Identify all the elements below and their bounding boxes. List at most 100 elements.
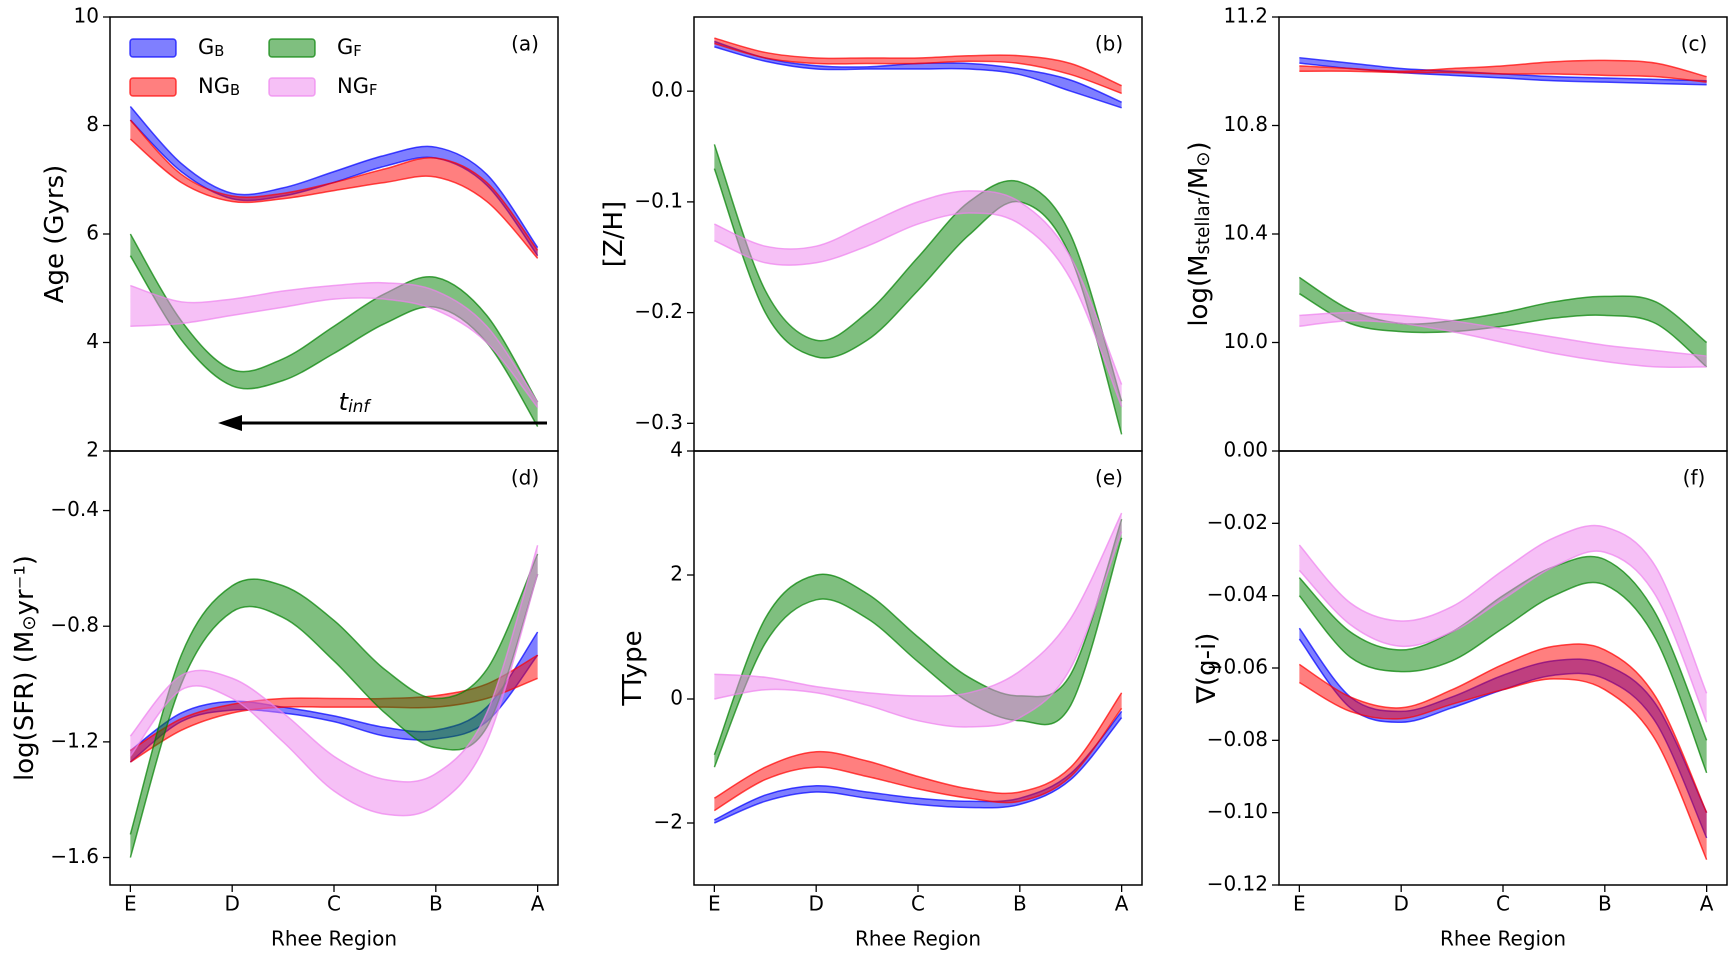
y-tick-label: 10.0 — [1223, 329, 1268, 353]
band-edge — [1298, 293, 1708, 368]
y-tick-label: 4 — [86, 329, 99, 353]
subscript: B — [214, 43, 224, 60]
band-area — [714, 513, 1122, 727]
band-edge — [1298, 581, 1708, 774]
text-part: G — [337, 35, 353, 59]
band-area — [130, 120, 538, 259]
band-edge — [130, 297, 539, 409]
subscript: F — [353, 43, 361, 60]
band-edge — [1299, 319, 1707, 369]
band-area — [714, 711, 1122, 823]
band-edge — [714, 212, 1123, 407]
y-tick-label: 10.8 — [1223, 112, 1268, 136]
panel-label: (e) — [1095, 466, 1123, 490]
band-edge — [714, 512, 1123, 697]
band-edge — [130, 281, 539, 403]
band-area — [130, 545, 538, 816]
x-tick-label: C — [327, 892, 341, 916]
y-tick-label: 2 — [86, 438, 99, 462]
y-tick-label: 4 — [670, 438, 683, 462]
text-part: t — [339, 388, 350, 416]
text-part: NG — [198, 74, 230, 98]
y-tick-label: −0.1 — [634, 188, 683, 212]
x-tick-label: A — [1115, 892, 1129, 916]
annotation: tinf — [339, 388, 373, 416]
x-axis-label: Rhee Region — [855, 927, 981, 951]
y-tick-label: −0.04 — [1207, 582, 1268, 606]
y-tick-label: 2 — [670, 562, 683, 586]
band-edge — [1299, 311, 1707, 357]
panel-label: (b) — [1095, 32, 1123, 56]
x-tick-label: E — [124, 892, 137, 916]
panel-label: (c) — [1681, 32, 1708, 56]
y-tick-label: −0.10 — [1207, 799, 1268, 823]
y-axis-label: TType — [618, 630, 648, 706]
text-part: ∇(g-i) — [1192, 633, 1222, 705]
y-axis-label: Age (Gyrs) — [40, 165, 70, 304]
y-tick-label: −2 — [654, 810, 683, 834]
legend-label: NGF — [337, 74, 377, 99]
legend-label: NGB — [198, 74, 240, 99]
band-edge — [129, 138, 539, 259]
band-area — [1299, 60, 1707, 83]
y-tick-label: −1.2 — [50, 728, 99, 752]
band-edge — [714, 717, 1123, 824]
y-tick-label: −0.8 — [50, 613, 99, 637]
x-axis-label: Rhee Region — [271, 927, 397, 951]
band-edge — [129, 545, 539, 783]
band-area — [1299, 277, 1707, 367]
band-area — [714, 38, 1122, 94]
y-tick-label: −0.02 — [1207, 510, 1268, 534]
legend-label: GF — [337, 35, 362, 60]
band-area — [714, 144, 1122, 435]
subscript: B — [230, 82, 240, 99]
panel-label: (f) — [1683, 466, 1706, 490]
x-tick-label: C — [1496, 892, 1510, 916]
y-tick-label: 10.4 — [1223, 221, 1268, 245]
band-edge — [714, 46, 1122, 109]
y-tick-label: −1.6 — [50, 844, 99, 868]
x-tick-label: B — [429, 892, 443, 916]
y-tick-label: −0.08 — [1207, 727, 1268, 751]
band-edge — [713, 707, 1123, 812]
band-edge — [1298, 643, 1708, 813]
text-part: ) — [1184, 141, 1214, 151]
x-tick-label: B — [1013, 892, 1027, 916]
y-axis-label: log(SFR) (M⊙yr⁻¹) — [10, 555, 40, 781]
x-tick-label: D — [1393, 892, 1408, 916]
y-axis-label: ∇(g-i) — [1192, 633, 1222, 705]
y-tick-label: 0.0 — [651, 78, 683, 102]
band-edge — [713, 537, 1123, 768]
text-part: log(M — [1184, 254, 1214, 326]
text-part: TType — [618, 630, 648, 706]
text-part: log(SFR) (M — [10, 631, 40, 781]
text-part: /M — [1184, 167, 1214, 198]
y-tick-label: 0 — [670, 686, 683, 710]
y-axis-label: log(Mstellar/M⊙) — [1184, 141, 1214, 326]
y-tick-label: 6 — [86, 221, 99, 245]
band-edge — [129, 106, 539, 248]
y-axis-label: [Z/H] — [599, 201, 629, 267]
band-edge — [129, 553, 539, 835]
subscript: ⊙ — [19, 615, 40, 630]
band-area — [130, 282, 538, 408]
y-tick-label: 10 — [74, 4, 99, 28]
legend-swatch — [129, 38, 177, 58]
panel-label: (a) — [511, 32, 539, 56]
y-tick-label: −0.2 — [634, 299, 683, 323]
arrow-head — [218, 415, 242, 431]
x-tick-label: D — [808, 892, 823, 916]
y-tick-label: −0.4 — [50, 497, 99, 521]
y-tick-label: −0.12 — [1207, 872, 1268, 896]
y-tick-label: −0.06 — [1207, 655, 1268, 679]
y-tick-label: 8 — [86, 112, 99, 136]
band-edge — [713, 144, 1123, 402]
band-edge — [129, 233, 539, 403]
band-area — [714, 41, 1122, 108]
x-axis-label: Rhee Region — [1440, 927, 1566, 951]
band-edge — [1299, 70, 1707, 83]
band-edge — [714, 37, 1122, 87]
x-tick-label: E — [1293, 892, 1306, 916]
subscript: ⊙ — [1193, 151, 1214, 166]
